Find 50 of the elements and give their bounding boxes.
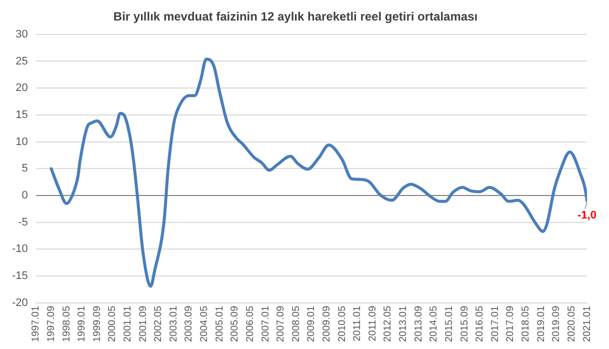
- x-tick-label: 2004.05: [199, 305, 210, 342]
- x-tick-label: 2010.05: [336, 305, 348, 342]
- x-tick-label: 2008.05: [290, 305, 302, 342]
- y-tick-label: 30: [16, 28, 28, 40]
- y-tick-label: -10: [12, 243, 28, 256]
- annotation: -1,0: [578, 209, 596, 222]
- x-tick-label: 2015.09: [459, 305, 470, 342]
- x-tick-label: 2014.05: [428, 305, 440, 342]
- y-tick-label: 15: [16, 108, 28, 121]
- x-tick-label: 2000.05: [107, 305, 118, 342]
- x-tick-label: 1997.09: [46, 305, 57, 342]
- y-tick-label: 10: [16, 136, 28, 148]
- y-tick-label: -5: [18, 216, 28, 228]
- x-tick-label: 2019.01: [536, 305, 547, 342]
- y-tick-label: 0: [22, 190, 28, 202]
- x-tick-label: 2007.09: [276, 305, 287, 342]
- x-tick-label: 2021.01: [582, 305, 593, 342]
- x-tick-label: 1999.09: [92, 305, 103, 342]
- x-tick-label: 2019.09: [551, 305, 562, 342]
- x-tick-label: 2017.09: [505, 305, 516, 342]
- x-tick-label: 2001.01: [122, 305, 134, 342]
- x-tick-label: 2005.09: [230, 305, 241, 342]
- x-tick-label: 1999.01: [76, 305, 88, 342]
- y-tick-label: 25: [16, 55, 28, 68]
- x-tick-label: 2013.09: [413, 305, 424, 342]
- y-tick-label: 5: [22, 162, 28, 175]
- x-tick-label: 2013.01: [398, 305, 410, 342]
- x-tick-label: 2003.09: [184, 305, 195, 342]
- x-tick-label: 2001.09: [138, 305, 149, 342]
- x-tick-label: 1998.05: [61, 305, 72, 342]
- x-tick-label: 2016.05: [474, 305, 486, 342]
- x-tick-label: 2009.01: [306, 305, 318, 342]
- x-tick-label: 2003.01: [168, 305, 180, 342]
- x-tick-label: 2017.01: [490, 305, 501, 342]
- x-tick-label: 2011.09: [367, 305, 378, 342]
- x-tick-label: 2006.05: [244, 305, 256, 342]
- y-tick-label: -20: [12, 296, 28, 309]
- x-tick-label: 2018.05: [520, 305, 532, 342]
- x-tick-label: 2015.01: [444, 305, 455, 342]
- x-tick-label: 2007.01: [260, 305, 272, 342]
- x-tick-label: 2020.05: [566, 305, 578, 342]
- x-tick-label: 2009.09: [322, 305, 333, 342]
- y-tick-label: 20: [16, 82, 28, 94]
- x-tick-label: 1997.01: [30, 305, 42, 342]
- x-tick-label: 2012.05: [382, 305, 394, 342]
- x-tick-label: 2002.05: [153, 305, 164, 342]
- x-tick-label: 2011.01: [352, 305, 364, 342]
- x-tick-label: 2005.01: [214, 305, 226, 342]
- chart-title: Bir yıllık mevduat faizinin 12 aylık hareketli reel getiri ortalaması: [113, 10, 478, 24]
- y-tick-label: -15: [12, 270, 28, 282]
